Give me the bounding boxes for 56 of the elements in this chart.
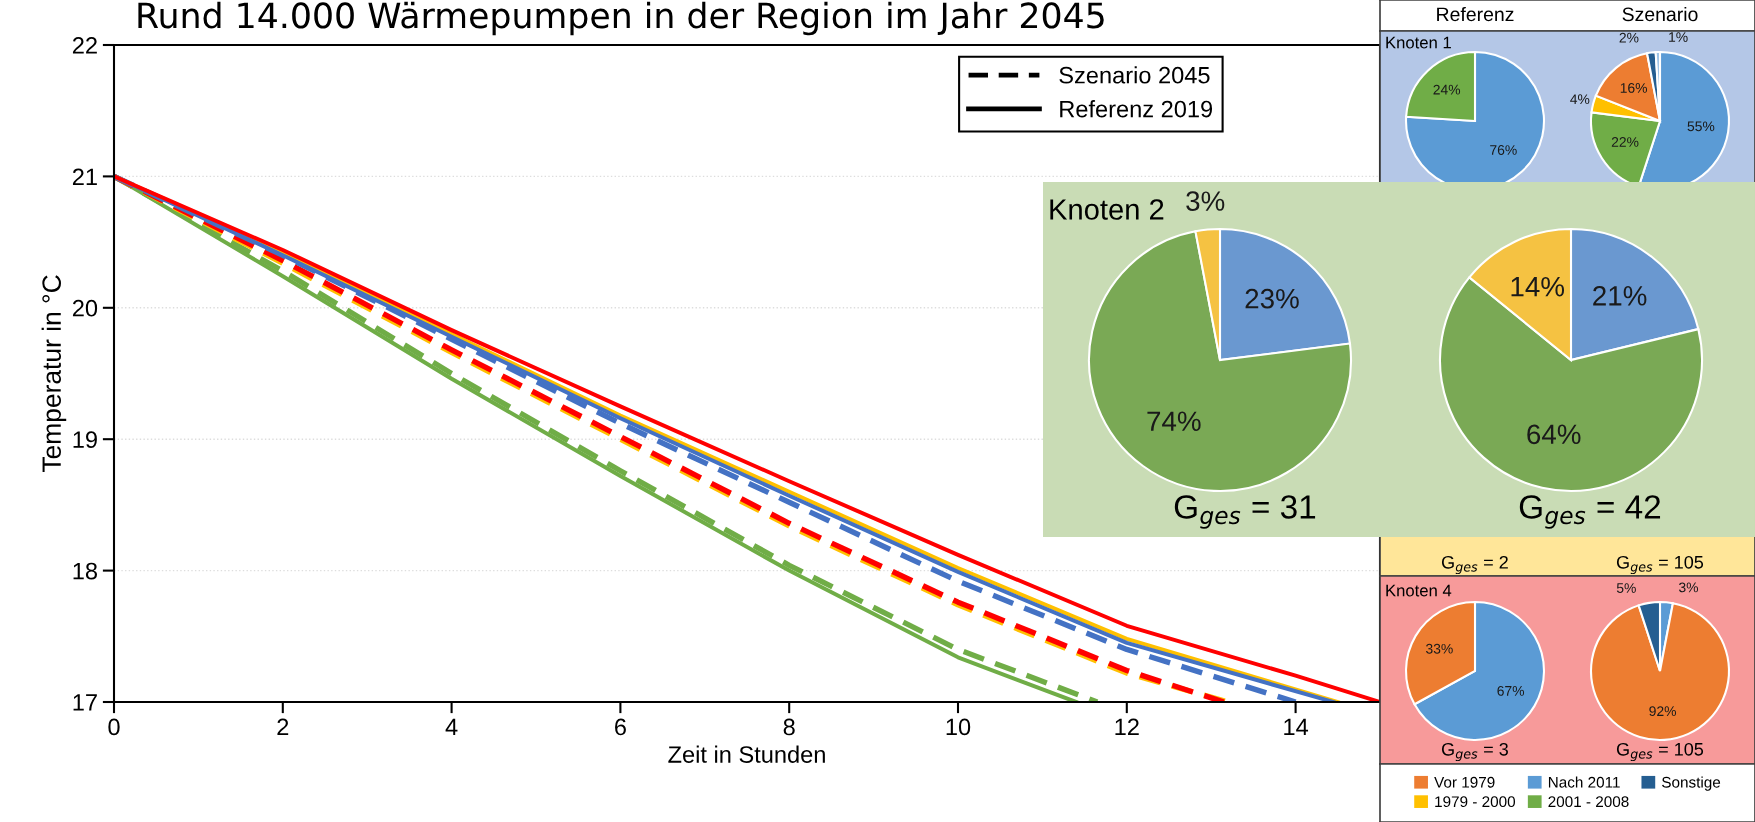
data-label: 4%	[1570, 94, 1590, 105]
data-label: 5%	[1616, 583, 1636, 593]
text: G$_{ges}$ = 105	[1616, 742, 1704, 762]
x-tick-label: 8	[783, 718, 795, 736]
y-tick-label: 19	[73, 431, 97, 448]
data-label: 74%	[1147, 411, 1201, 431]
x-tick-label: 10	[946, 718, 971, 736]
data-label: 2%	[1619, 32, 1639, 43]
y-tick-label: 21	[72, 168, 97, 185]
data-label: 33%	[1426, 643, 1453, 654]
y-tick-label: 17	[73, 694, 97, 711]
text: G$_{ges}$ = 3	[1441, 742, 1508, 762]
chart-subtitle: Referenz	[1437, 6, 1514, 22]
chart-title: Knoten 4	[1386, 584, 1452, 597]
data-label: 24%	[1433, 84, 1461, 95]
data-label: 64%	[1527, 424, 1581, 445]
x-tick-label: 12	[1115, 718, 1139, 736]
data-label: 21%	[1593, 286, 1647, 306]
x-tick-label: 4	[445, 718, 458, 736]
data-label: 16%	[1620, 82, 1648, 93]
data-label: 67%	[1497, 685, 1525, 696]
y-tick-label: 20	[72, 299, 98, 317]
legend-label: 1979 - 2000	[1435, 796, 1516, 808]
x-axis-title: Zeit in Stunden	[668, 745, 825, 763]
chart-subtitle: Szenario	[1622, 6, 1698, 22]
chart-title: Knoten 2	[1050, 199, 1164, 220]
chart-title: Knoten 1	[1386, 36, 1451, 49]
chart-title: Rund 14.000 Wärmepumpen in der Region im Jahr 2045	[138, 1, 1104, 36]
pie-slice	[1589, 602, 1731, 742]
y-tick-label: 22	[72, 37, 97, 54]
data-label: 92%	[1649, 706, 1676, 717]
data-label: 55%	[1687, 121, 1715, 132]
legend-label: Vor 1979	[1434, 776, 1495, 788]
legend-label: 2001 - 2008	[1548, 796, 1629, 808]
x-tick-label: 2	[277, 718, 289, 736]
data-label: 14%	[1511, 276, 1565, 297]
legend-label: Nach 2011	[1548, 776, 1620, 788]
data-label: 76%	[1490, 145, 1517, 155]
legend-label: Referenz 2019	[1060, 100, 1213, 118]
data-label: 22%	[1611, 137, 1639, 147]
text: G$_{ges}$ = 105	[1616, 555, 1704, 575]
data-label: 3%	[1678, 582, 1699, 593]
y-tick-label: 18	[73, 562, 97, 580]
data-label: 1%	[1669, 32, 1688, 42]
legend-label: Sonstige	[1662, 776, 1721, 791]
annotation: G$_{ges}$ = 31	[1174, 495, 1316, 529]
data-label: 3%	[1186, 191, 1225, 211]
data-label: 23%	[1245, 288, 1299, 309]
x-tick-label: 6	[615, 718, 626, 736]
x-tick-label: 0	[108, 718, 120, 736]
y-axis-title: Temperatur in °C	[41, 275, 67, 473]
text: G$_{ges}$ = 2	[1441, 555, 1508, 575]
pie-slice	[1087, 230, 1353, 493]
legend-label: Szenario 2045	[1059, 66, 1210, 84]
x-tick-label: 14	[1284, 718, 1309, 736]
text: G$_{ges}$ = 42	[1519, 495, 1661, 529]
